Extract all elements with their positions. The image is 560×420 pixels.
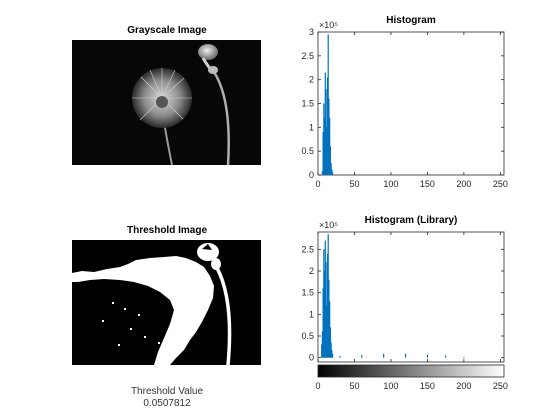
hist-lib-bar bbox=[322, 288, 324, 358]
hist-lib-bar bbox=[463, 356, 465, 358]
hist-bar bbox=[329, 146, 331, 175]
hist-bar bbox=[325, 89, 327, 175]
hist-lib-title: Histogram (Library) bbox=[365, 215, 458, 226]
hist-lib-y-tick-label: 0.5 bbox=[301, 331, 314, 341]
hist-bar bbox=[331, 169, 333, 175]
hist-lib-y-tick-label: 1 bbox=[309, 309, 314, 319]
hist-lib-axes-box bbox=[317, 231, 505, 363]
hist-bar bbox=[321, 171, 323, 175]
hist-lib-y-exponent: ×10⁵ bbox=[319, 220, 338, 230]
hist-lib-x-tick-label: 50 bbox=[349, 381, 359, 391]
hist-lib-bar bbox=[329, 327, 331, 358]
hist-x-tick-label: 0 bbox=[315, 179, 320, 189]
grayscale-image-graphic bbox=[72, 40, 261, 166]
hist-y-tick-label: 0.5 bbox=[301, 146, 314, 156]
hist-lib-y-tick-label: 1.5 bbox=[301, 288, 314, 298]
hist-y-exponent: ×10⁵ bbox=[319, 20, 338, 30]
hist-lib-bar bbox=[323, 271, 326, 358]
hist-lib-y-tick-label: 2 bbox=[309, 266, 314, 276]
hist-y-tick-label: 0 bbox=[309, 170, 314, 180]
hist-x-tick-label: 50 bbox=[349, 179, 359, 189]
hist-lib-y-tick-label: 2.5 bbox=[301, 244, 314, 254]
hist-bar bbox=[326, 77, 329, 175]
hist-lib-bar bbox=[326, 305, 328, 358]
hist-y-tick-label: 2 bbox=[309, 75, 314, 85]
hist-lib-bar bbox=[331, 353, 334, 358]
hist-bar bbox=[326, 127, 328, 175]
hist-lib-bar bbox=[330, 342, 332, 358]
hist-axes-box bbox=[317, 31, 505, 176]
hist-x-tick-label: 100 bbox=[383, 179, 398, 189]
hist-group: 0 50 100 150 200 250 0 0.5 1 1.5 2 2.5 3 ×10⁵ Histogra… bbox=[301, 15, 507, 189]
hist-lib-bar bbox=[329, 301, 331, 358]
threshold-image-title: Threshold Image bbox=[126, 225, 207, 236]
hist-bar bbox=[331, 172, 334, 175]
hist-y-tick-label: 1 bbox=[309, 122, 314, 132]
hist-x-tick-label: 150 bbox=[420, 179, 435, 189]
hist-lib-bar bbox=[331, 349, 333, 358]
hist-lib-bar bbox=[325, 262, 327, 358]
threshold-value: 0.0507812 bbox=[143, 398, 191, 409]
hist-bar bbox=[323, 117, 326, 175]
hist-lib-y-tick-label: 0 bbox=[309, 353, 314, 363]
hist-lib-bar bbox=[383, 353, 385, 358]
hist-x-tick-label: 250 bbox=[493, 179, 508, 189]
hist-bar bbox=[328, 98, 330, 175]
hist-lib-bar bbox=[324, 240, 326, 358]
hist-lib-x-tick-label: 250 bbox=[493, 381, 508, 391]
hist-bar bbox=[329, 117, 331, 175]
grayscale-image bbox=[72, 40, 261, 166]
threshold-image-graphic bbox=[72, 240, 261, 366]
hist-lib-bar bbox=[321, 344, 323, 358]
hist-y-tick-label: 2.5 bbox=[301, 51, 314, 61]
hist-bar bbox=[323, 103, 325, 175]
hist-lib-bar bbox=[327, 234, 329, 358]
threshold-value-caption: Threshold Value 0.0507812 bbox=[72, 386, 262, 410]
grayscale-image-title: Grayscale Image bbox=[127, 25, 207, 36]
hist-bar bbox=[330, 163, 332, 175]
hist-lib-bar bbox=[323, 249, 325, 358]
hist-x-tick-label: 200 bbox=[456, 179, 471, 189]
hist-lib-bar bbox=[361, 355, 363, 358]
hist-bar bbox=[327, 34, 329, 176]
hist-lib-bar bbox=[328, 279, 330, 358]
hist-lib-x-tick-label: 150 bbox=[420, 381, 435, 391]
hist-bar bbox=[324, 72, 326, 175]
threshold-image bbox=[72, 240, 261, 366]
hist-y-tick-label: 1.5 bbox=[301, 99, 314, 109]
hist-lib-bar bbox=[321, 331, 323, 358]
hist-lib-colorbar bbox=[317, 364, 505, 378]
hist-lib-x-tick-label: 200 bbox=[456, 381, 471, 391]
hist-lib-bar bbox=[445, 355, 447, 358]
hist-lib-group: 0 50 100 150 200 250 0 0.5 1 1.5 2 2.5 ×10⁵ Histogram… bbox=[301, 215, 507, 391]
hist-lib-x-tick-label: 0 bbox=[315, 381, 320, 391]
hist-lib-bar bbox=[426, 354, 429, 358]
hist-lib-x-tick-label: 100 bbox=[383, 381, 398, 391]
hist-lib-bar bbox=[339, 355, 341, 358]
hist-lib-bar bbox=[326, 253, 329, 358]
hist-lib-bar bbox=[404, 353, 407, 358]
threshold-value-label: Threshold Value bbox=[130, 386, 204, 397]
hist-title: Histogram bbox=[386, 15, 436, 26]
hist-bar bbox=[322, 132, 324, 175]
hist-y-tick-label: 3 bbox=[309, 27, 314, 37]
